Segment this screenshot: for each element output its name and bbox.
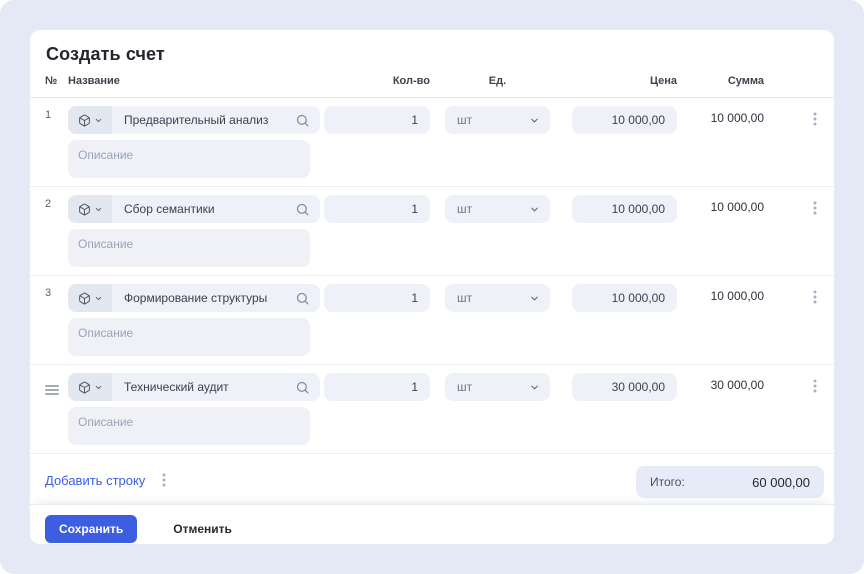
row-number: 1 xyxy=(45,109,52,121)
chevron-down-icon xyxy=(529,382,540,393)
total-value: 60 000,00 xyxy=(752,474,810,490)
item-name-input-group xyxy=(68,195,320,223)
package-cube-icon xyxy=(78,292,91,305)
column-header-unit: Ед. xyxy=(488,75,507,87)
unit-select-value: шт xyxy=(457,202,473,216)
row-menu-button[interactable] xyxy=(810,199,820,217)
price-input[interactable] xyxy=(572,195,677,223)
search-icon[interactable] xyxy=(293,113,320,128)
chevron-down-icon xyxy=(529,204,540,215)
price-input[interactable] xyxy=(572,106,677,134)
add-row-menu-button[interactable] xyxy=(159,471,169,489)
column-header-name: Название xyxy=(68,75,120,87)
table-row: 2 шт xyxy=(30,187,834,276)
description-textarea[interactable] xyxy=(68,318,310,356)
unit-select[interactable]: шт xyxy=(445,195,550,223)
row-sum-value: 10 000,00 xyxy=(710,111,764,125)
chevron-down-icon xyxy=(94,383,103,392)
column-header-qty: Кол-во xyxy=(392,75,430,87)
summary-section: Добавить строку Итого: 60 000,00 xyxy=(30,454,834,500)
quantity-input[interactable] xyxy=(324,106,430,134)
search-icon[interactable] xyxy=(293,380,320,395)
unit-select-value: шт xyxy=(457,380,473,394)
product-type-dropdown[interactable] xyxy=(68,106,112,134)
package-cube-icon xyxy=(78,114,91,127)
total-label: Итого: xyxy=(650,475,685,489)
product-type-dropdown[interactable] xyxy=(68,284,112,312)
chevron-down-icon xyxy=(94,116,103,125)
item-name-input[interactable] xyxy=(112,380,293,394)
row-sum-value: 10 000,00 xyxy=(710,200,764,214)
table-row: шт 30 000,00 xyxy=(30,365,834,454)
column-header-sum: Сумма xyxy=(727,75,764,87)
price-input[interactable] xyxy=(572,373,677,401)
chevron-down-icon xyxy=(529,293,540,304)
table-header: № Название Кол-во Ед. Цена Сумма xyxy=(30,75,834,98)
package-cube-icon xyxy=(78,381,91,394)
column-header-price: Цена xyxy=(649,75,677,87)
product-type-dropdown[interactable] xyxy=(68,373,112,401)
table-row: 3 шт xyxy=(30,276,834,365)
unit-select-value: шт xyxy=(457,113,473,127)
product-type-dropdown[interactable] xyxy=(68,195,112,223)
row-number: 2 xyxy=(45,198,52,210)
search-icon[interactable] xyxy=(293,291,320,306)
price-input[interactable] xyxy=(572,284,677,312)
chevron-down-icon xyxy=(94,205,103,214)
description-textarea[interactable] xyxy=(68,407,310,445)
quantity-input[interactable] xyxy=(324,195,430,223)
column-header-num: № xyxy=(45,75,58,87)
unit-select-value: шт xyxy=(457,291,473,305)
row-menu-button[interactable] xyxy=(810,377,820,395)
chevron-down-icon xyxy=(529,115,540,126)
vertical-dots-icon xyxy=(813,379,817,393)
item-name-input[interactable] xyxy=(112,291,293,305)
items-list: 1 шт xyxy=(30,98,834,454)
description-textarea[interactable] xyxy=(68,229,310,267)
page-title: Создать счет xyxy=(46,44,165,64)
item-name-input-group xyxy=(68,284,320,312)
vertical-dots-icon xyxy=(162,473,166,487)
unit-select[interactable]: шт xyxy=(445,106,550,134)
row-menu-button[interactable] xyxy=(810,110,820,128)
quantity-input[interactable] xyxy=(324,373,430,401)
panel-header: Создать счет xyxy=(30,30,834,65)
chevron-down-icon xyxy=(94,294,103,303)
package-cube-icon xyxy=(78,203,91,216)
item-name-input[interactable] xyxy=(112,202,293,216)
grip-handle-icon[interactable] xyxy=(45,384,59,395)
unit-select[interactable]: шт xyxy=(445,373,550,401)
quantity-input[interactable] xyxy=(324,284,430,312)
save-button[interactable]: Сохранить xyxy=(45,514,138,543)
cancel-button[interactable]: Отменить xyxy=(167,521,238,537)
search-icon[interactable] xyxy=(293,202,320,217)
row-sum-value: 30 000,00 xyxy=(710,378,764,392)
item-name-input-group xyxy=(68,106,320,134)
footer-actions: Сохранить Отменить xyxy=(30,504,834,544)
add-row-button[interactable]: Добавить строку xyxy=(45,472,146,488)
description-textarea[interactable] xyxy=(68,140,310,178)
item-name-input[interactable] xyxy=(112,113,293,127)
total-box: Итого: 60 000,00 xyxy=(636,466,824,498)
vertical-dots-icon xyxy=(813,290,817,304)
table-row: 1 шт xyxy=(30,98,834,187)
item-name-input-group xyxy=(68,373,320,401)
create-invoice-panel: Создать счет № Название Кол-во Ед. Цена … xyxy=(30,30,834,544)
row-menu-button[interactable] xyxy=(810,288,820,306)
unit-select[interactable]: шт xyxy=(445,284,550,312)
row-number: 3 xyxy=(45,287,52,299)
row-sum-value: 10 000,00 xyxy=(710,289,764,303)
vertical-dots-icon xyxy=(813,112,817,126)
vertical-dots-icon xyxy=(813,201,817,215)
